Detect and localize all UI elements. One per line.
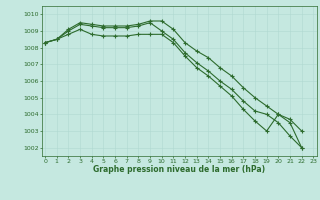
X-axis label: Graphe pression niveau de la mer (hPa): Graphe pression niveau de la mer (hPa) [93,165,265,174]
